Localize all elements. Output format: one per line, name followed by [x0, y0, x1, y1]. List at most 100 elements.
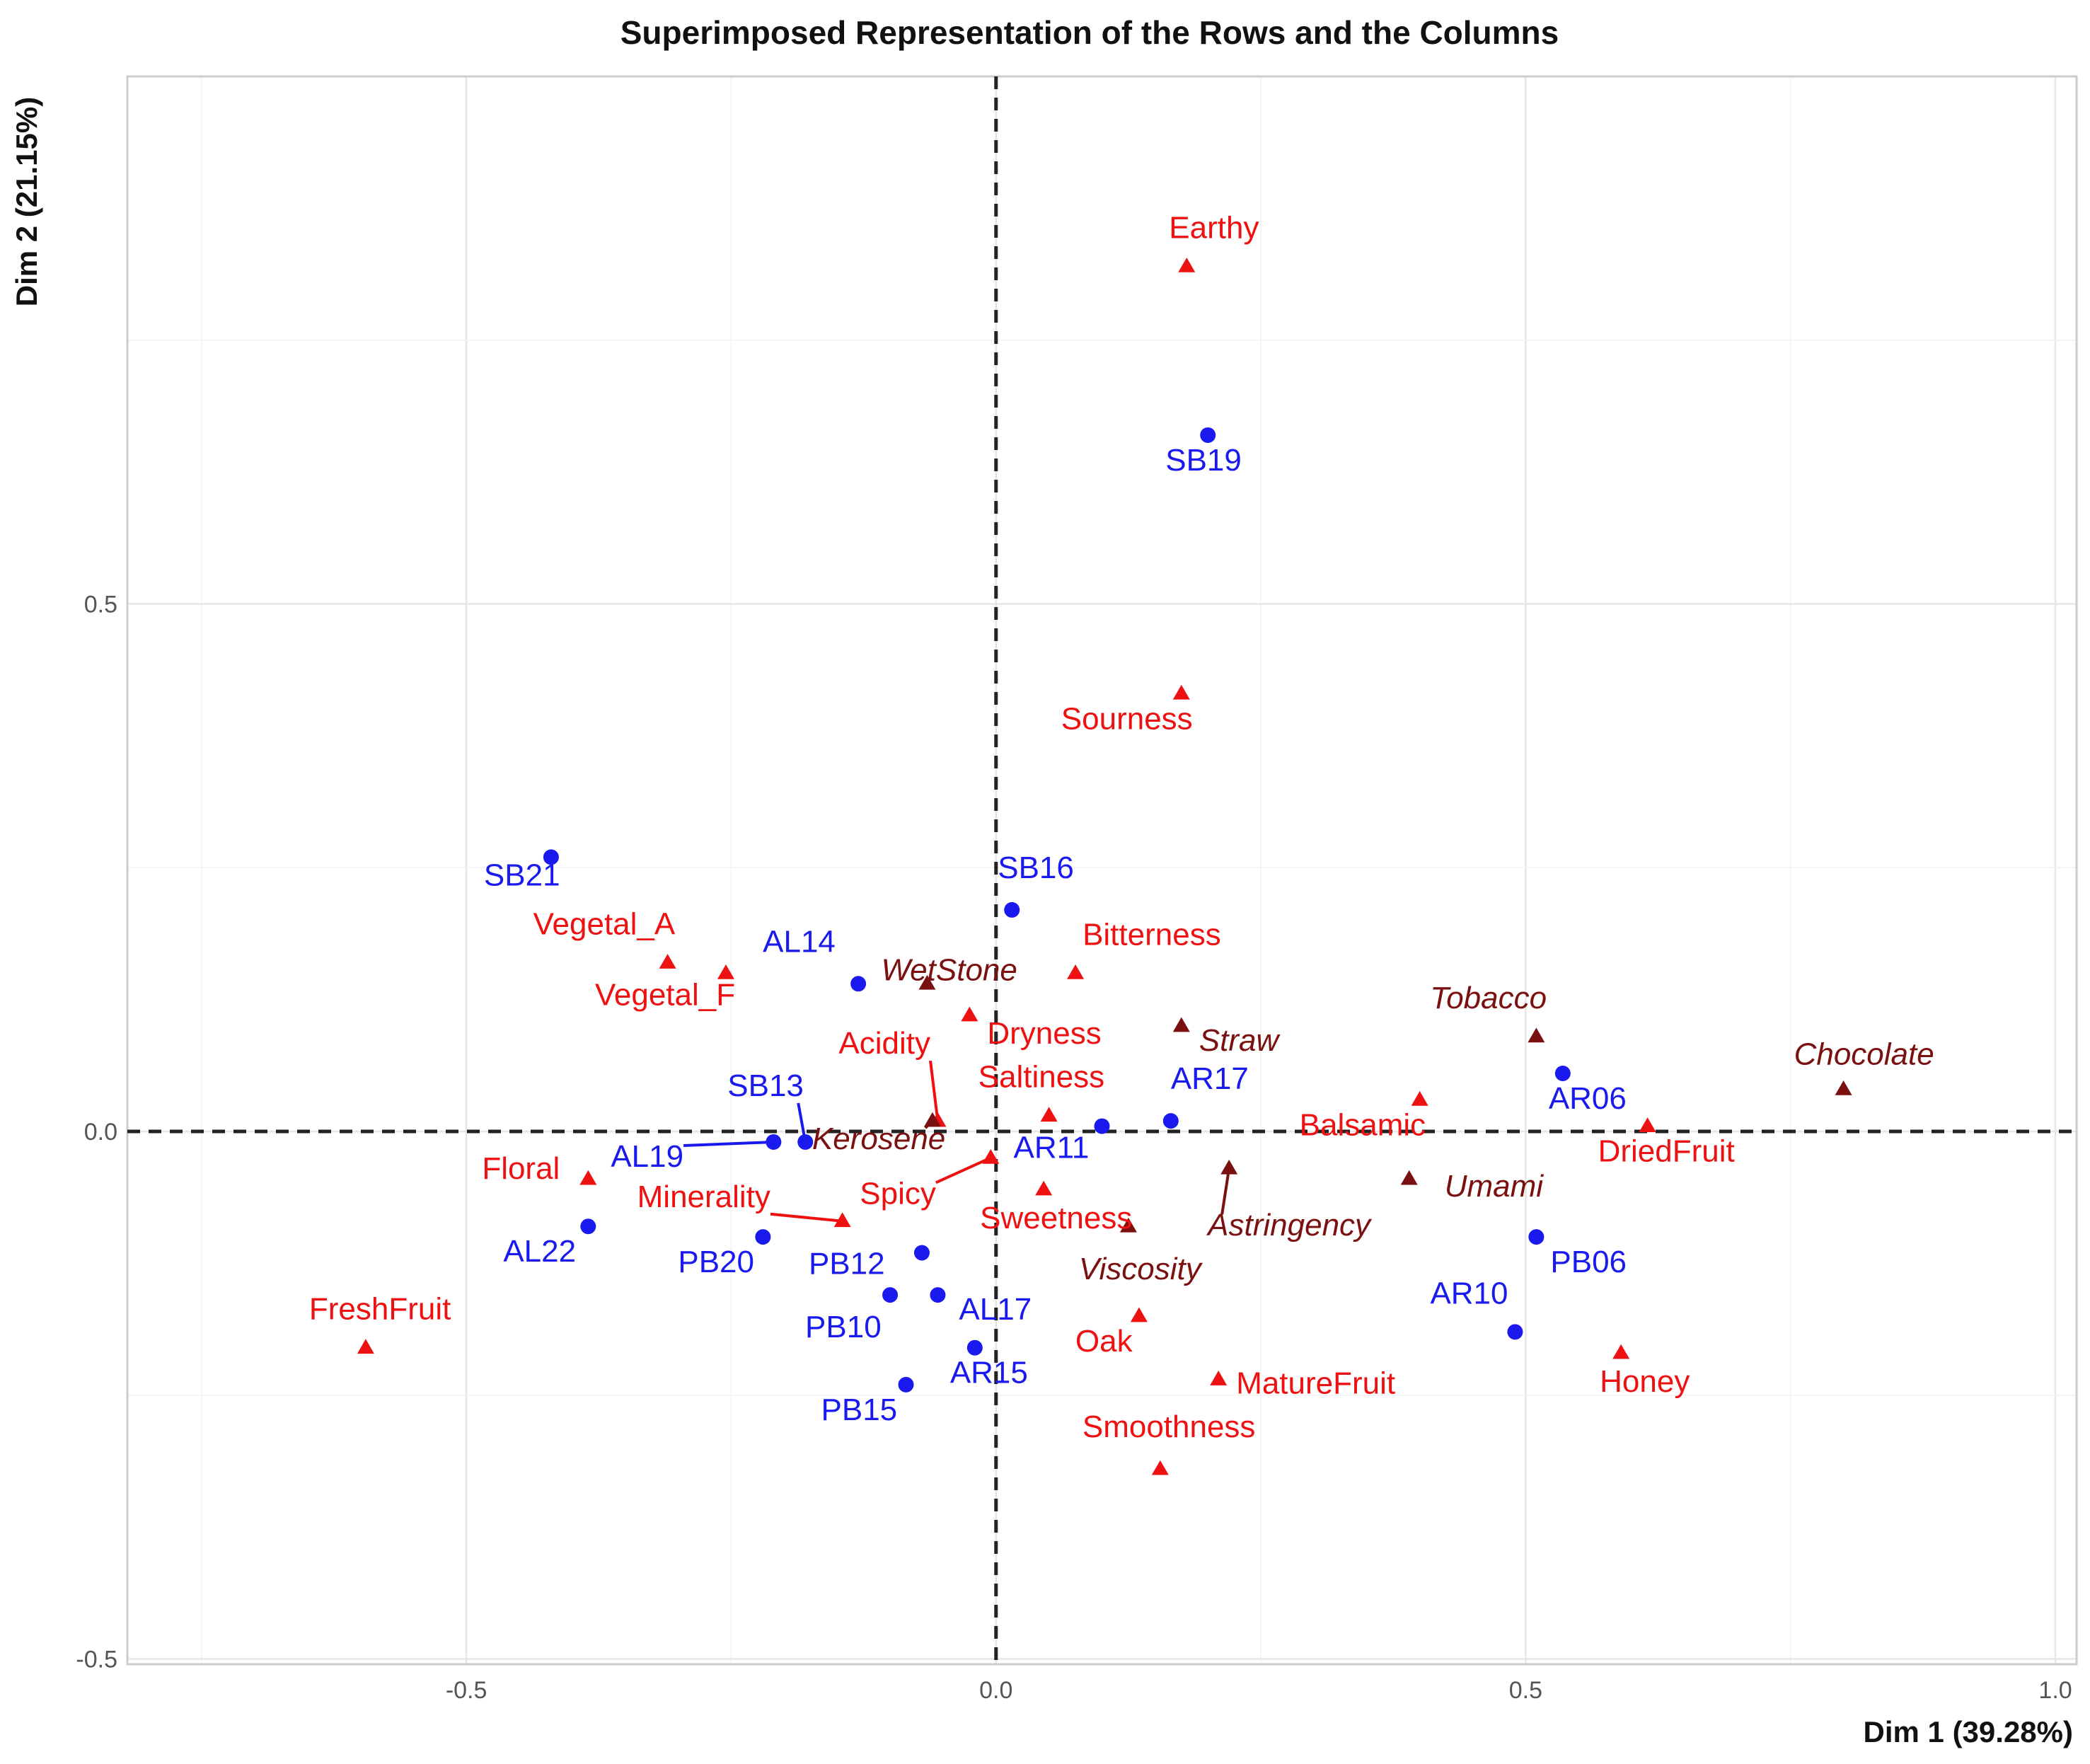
point-floral — [579, 1170, 597, 1185]
y-tick-label: 0.5 — [84, 592, 117, 618]
label-maturefruit: MatureFruit — [1236, 1366, 1395, 1400]
point-sb21 — [543, 849, 559, 865]
point-chocolate — [1835, 1080, 1852, 1095]
point-pb12 — [913, 1245, 930, 1261]
tick-labels: -0.5 0.0 0.5 1.0 -0.5 0.0 0.5 — [76, 592, 2072, 1704]
leader-al19 — [683, 1140, 774, 1147]
label-pb20: PB20 — [678, 1245, 754, 1279]
y-tick-label: -0.5 — [76, 1647, 117, 1673]
label-vegetal-a: Vegetal_A — [533, 906, 676, 941]
leader-lines — [683, 1060, 1231, 1223]
label-vegetal-f: Vegetal_F — [595, 977, 735, 1012]
label-ar15: AR15 — [950, 1356, 1028, 1390]
point-honey — [1612, 1344, 1630, 1359]
x-axis-title: Dim 1 (39.28%) — [1864, 1715, 2073, 1748]
point-sweetness — [1035, 1180, 1053, 1196]
label-al22: AL22 — [503, 1234, 576, 1269]
point-bitterness — [1067, 964, 1085, 979]
label-viscosity: Viscosity — [1079, 1252, 1203, 1286]
label-honey: Honey — [1600, 1364, 1690, 1399]
point-earthy — [1178, 257, 1196, 272]
point-pb10 — [882, 1287, 899, 1303]
point-maturefruit — [1210, 1371, 1228, 1385]
label-driedfruit: DriedFruit — [1598, 1134, 1735, 1169]
label-saltiness: Saltiness — [978, 1060, 1105, 1095]
point-pb06 — [1528, 1229, 1545, 1245]
point-sb16 — [1004, 901, 1020, 918]
label-sb16: SB16 — [998, 851, 1074, 885]
point-al22 — [580, 1218, 596, 1235]
point-ar11 — [1094, 1118, 1110, 1134]
point-vegetal-a — [659, 954, 676, 969]
label-pb10: PB10 — [805, 1310, 882, 1344]
point-dryness — [961, 1006, 978, 1022]
point-vegetal-f — [717, 964, 734, 979]
label-ar11: AR11 — [1014, 1131, 1090, 1165]
label-ar17: AR17 — [1171, 1061, 1249, 1096]
label-pb12: PB12 — [809, 1246, 885, 1281]
label-tobacco: Tobacco — [1430, 981, 1547, 1015]
chart-marks — [357, 257, 1852, 1475]
point-kerosene — [923, 1112, 941, 1127]
point-straw — [1172, 1017, 1190, 1032]
label-umami: Umami — [1445, 1169, 1545, 1204]
point-sb19 — [1200, 427, 1216, 443]
chart-title: Superimposed Representation of the Rows … — [620, 14, 1559, 51]
point-viscosity — [1119, 1217, 1137, 1233]
point-balsamic — [1411, 1090, 1428, 1106]
label-dryness: Dryness — [987, 1016, 1101, 1051]
label-pb15: PB15 — [821, 1393, 898, 1427]
label-straw: Straw — [1199, 1023, 1281, 1058]
point-ar15 — [966, 1339, 983, 1356]
y-axis-title: Dim 2 (21.15%) — [10, 97, 43, 306]
point-ar10 — [1507, 1324, 1523, 1340]
label-floral: Floral — [482, 1151, 560, 1186]
reference-lines — [127, 76, 2077, 1664]
point-driedfruit — [1639, 1117, 1656, 1132]
y-tick-label: 0.0 — [84, 1119, 117, 1146]
label-al14: AL14 — [763, 924, 836, 959]
label-minerality: Minerality — [637, 1180, 770, 1214]
label-smoothness: Smoothness — [1082, 1410, 1256, 1444]
label-al17: AL17 — [959, 1292, 1032, 1327]
point-sourness — [1172, 684, 1190, 700]
point-spicy — [982, 1148, 1000, 1164]
leader-astringency — [1220, 1168, 1231, 1215]
label-sweetness: Sweetness — [980, 1201, 1132, 1235]
label-al19: AL19 — [611, 1139, 683, 1174]
x-tick-label: 0.5 — [1509, 1677, 1542, 1704]
label-spicy: Spicy — [860, 1176, 936, 1211]
x-tick-label: 0.0 — [979, 1677, 1012, 1704]
label-wetstone: WetStone — [881, 952, 1017, 987]
point-pb20 — [755, 1229, 771, 1245]
label-ar06: AR06 — [1549, 1081, 1627, 1116]
point-pb15 — [898, 1376, 914, 1393]
leader-minerality — [770, 1212, 843, 1223]
point-tobacco — [1528, 1027, 1545, 1043]
label-sb21: SB21 — [484, 858, 560, 892]
point-saltiness — [1040, 1107, 1058, 1122]
panel-border — [126, 75, 2078, 1666]
label-balsamic: Balsamic — [1300, 1107, 1426, 1142]
label-bitterness: Bitterness — [1082, 917, 1221, 952]
point-oak — [1130, 1307, 1148, 1322]
point-umami — [1400, 1170, 1418, 1185]
point-wetstone — [918, 974, 936, 990]
x-tick-label: -0.5 — [446, 1677, 487, 1704]
label-sourness: Sourness — [1061, 701, 1193, 736]
point-smoothness — [1151, 1460, 1169, 1475]
label-astringency: Astringency — [1206, 1208, 1373, 1243]
point-astringency — [1220, 1159, 1238, 1175]
x-tick-label: 1.0 — [2038, 1677, 2072, 1704]
leader-acidity — [929, 1060, 940, 1122]
point-freshfruit — [357, 1339, 374, 1354]
label-sb19: SB19 — [1165, 443, 1242, 478]
label-ar10: AR10 — [1430, 1276, 1508, 1310]
point-labels: SB19 SB21 SB16 AL14 SB13 AL19 AR17 AR11 AR06 AL22… — [309, 210, 1934, 1444]
leader-spicy — [935, 1156, 992, 1184]
point-sb13 — [797, 1134, 814, 1150]
label-pb06: PB06 — [1550, 1245, 1627, 1279]
point-ar17 — [1162, 1113, 1179, 1129]
